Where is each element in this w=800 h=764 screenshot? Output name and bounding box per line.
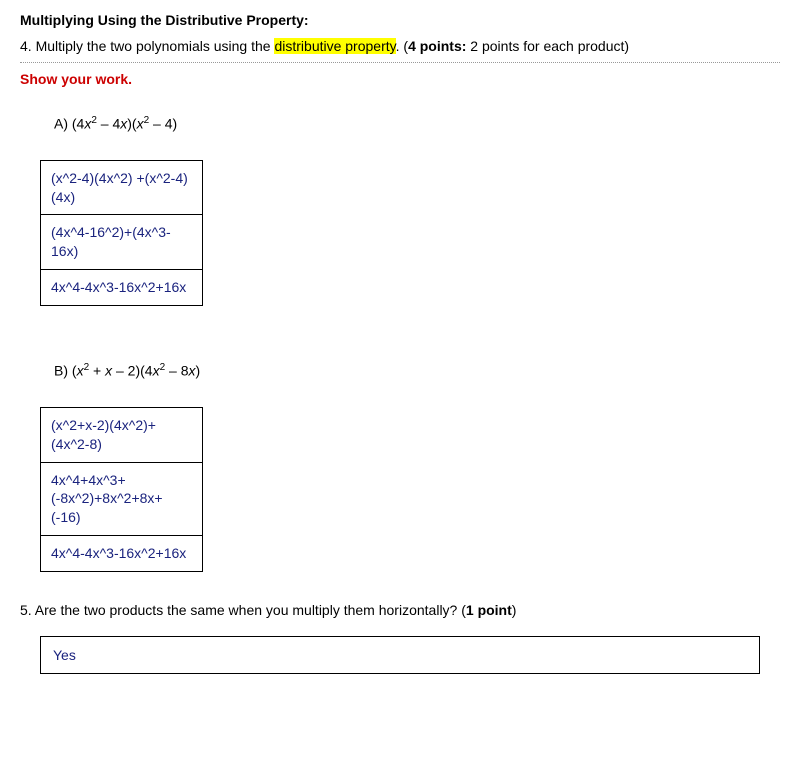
- q5-prefix: 5. Are the two products the same when yo…: [20, 602, 466, 618]
- table-a-row2: (4x^4-16^2)+(4x^3-16x): [41, 215, 203, 270]
- answer-5-box: Yes: [40, 636, 760, 674]
- table-a-row3: 4x^4-4x^3-16x^2+16x: [41, 270, 203, 306]
- divider: [20, 62, 780, 63]
- q4-points-bold: 4 points:: [408, 38, 466, 54]
- q5-tail: ): [512, 602, 517, 618]
- work-table-b: (x^2+x-2)(4x^2)+(4x^2-8) 4x^4+4x^3+(-8x^…: [40, 407, 203, 572]
- q4-highlight: distributive property: [274, 38, 395, 54]
- q4-after: . (: [396, 38, 408, 54]
- part-a-letter: A): [54, 116, 72, 132]
- part-a-label: A) (4x2 – 4x)(x2 – 4): [54, 115, 780, 132]
- q4-tail: 2 points for each product): [466, 38, 629, 54]
- table-b-row3: 4x^4-4x^3-16x^2+16x: [41, 536, 203, 572]
- part-b-letter: B): [54, 363, 72, 379]
- question-5: 5. Are the two products the same when yo…: [20, 602, 780, 618]
- question-4: 4. Multiply the two polynomials using th…: [20, 38, 780, 54]
- section-heading: Multiplying Using the Distributive Prope…: [20, 12, 780, 28]
- show-your-work: Show your work.: [20, 71, 780, 87]
- work-table-a: (x^2-4)(4x^2) +(x^2-4)(4x) (4x^4-16^2)+(…: [40, 160, 203, 306]
- table-b-row2: 4x^4+4x^3+(-8x^2)+8x^2+8x+(-16): [41, 462, 203, 536]
- table-a-row1: (x^2-4)(4x^2) +(x^2-4)(4x): [41, 160, 203, 215]
- table-b-row1: (x^2+x-2)(4x^2)+(4x^2-8): [41, 407, 203, 462]
- q5-bold: 1 point: [466, 602, 512, 618]
- q4-prefix: 4. Multiply the two polynomials using th…: [20, 38, 274, 54]
- part-b-label: B) (x2 + x – 2)(4x2 – 8x): [54, 362, 780, 379]
